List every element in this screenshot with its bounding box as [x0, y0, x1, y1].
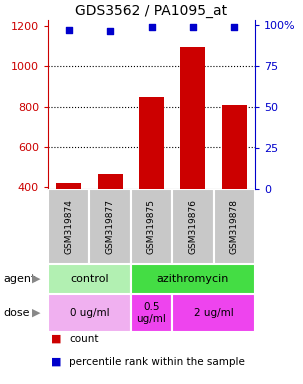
Bar	[131, 264, 255, 294]
Bar	[172, 294, 255, 332]
Text: azithromycin: azithromycin	[157, 274, 229, 284]
Title: GDS3562 / PA1095_at: GDS3562 / PA1095_at	[75, 3, 228, 18]
Point	[149, 24, 154, 30]
Text: GSM319874: GSM319874	[64, 199, 73, 254]
Bar	[172, 189, 214, 264]
Bar	[131, 189, 172, 264]
Text: control: control	[70, 274, 109, 284]
Text: agent: agent	[3, 274, 35, 284]
Point	[191, 23, 195, 30]
Text: ▶: ▶	[32, 274, 40, 284]
Bar	[131, 294, 172, 332]
Bar	[222, 104, 247, 268]
Text: ▶: ▶	[32, 308, 40, 318]
Bar	[48, 264, 131, 294]
Bar	[48, 294, 131, 332]
Text: GSM319878: GSM319878	[230, 199, 239, 254]
Text: ■: ■	[51, 334, 62, 344]
Bar	[98, 174, 122, 268]
Bar	[181, 47, 205, 268]
Text: dose: dose	[3, 308, 29, 318]
Text: 2 ug/ml: 2 ug/ml	[194, 308, 234, 318]
Text: percentile rank within the sample: percentile rank within the sample	[69, 357, 245, 367]
Bar	[56, 183, 81, 268]
Text: GSM319877: GSM319877	[106, 199, 115, 254]
Text: count: count	[69, 334, 99, 344]
Point	[232, 24, 237, 30]
Text: 0.5
ug/ml: 0.5 ug/ml	[137, 302, 166, 324]
Text: ■: ■	[51, 357, 62, 367]
Point	[66, 27, 71, 33]
Point	[108, 28, 112, 35]
Bar	[48, 189, 89, 264]
Bar	[214, 189, 255, 264]
Text: GSM319875: GSM319875	[147, 199, 156, 254]
Text: GSM319876: GSM319876	[188, 199, 197, 254]
Text: 0 ug/ml: 0 ug/ml	[70, 308, 109, 318]
Bar	[139, 98, 164, 268]
Bar	[89, 189, 131, 264]
